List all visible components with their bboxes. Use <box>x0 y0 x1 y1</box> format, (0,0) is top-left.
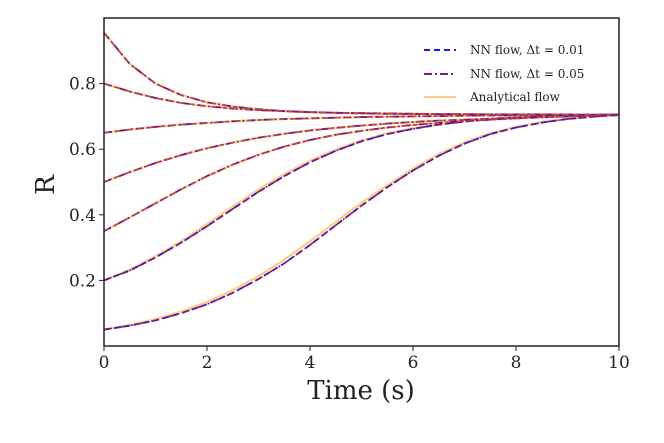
series-line-analytical <box>103 113 620 331</box>
series-line-nn-0-05 <box>103 114 620 331</box>
ticks-layer: 0 2 4 6 8 10 0.2 0.4 0.6 0.8 <box>69 75 630 373</box>
y-axis-title: R <box>31 174 61 195</box>
legend-label-analytical: Analytical flow <box>469 90 561 104</box>
series-line-nn-overlay <box>103 114 620 232</box>
series-line-nn-0-05 <box>103 113 619 134</box>
y-tick-label: 0.2 <box>69 271 96 291</box>
x-tick-label: 0 <box>99 353 110 373</box>
series-line-analytical <box>103 113 620 233</box>
series-layer <box>103 32 620 331</box>
y-tick-label: 0.8 <box>69 75 96 95</box>
series-line-nn-0-01 <box>103 114 620 331</box>
x-tick-label: 8 <box>511 353 522 373</box>
x-tick-label: 10 <box>608 353 630 373</box>
series-line-nn-0-05 <box>103 114 620 183</box>
legend-label-nn-0-01: NN flow, Δt = 0.01 <box>470 43 584 57</box>
series-line-nn-overlay <box>103 32 619 116</box>
legend-label-nn-0-05: NN flow, Δt = 0.05 <box>470 67 584 81</box>
series-line-analytical <box>103 113 620 282</box>
y-tick-label: 0.6 <box>69 140 96 160</box>
series-line-nn-overlay <box>103 114 620 183</box>
x-tick-label: 6 <box>408 353 419 373</box>
series-line-nn-0-05 <box>103 114 620 232</box>
x-tick-label: 2 <box>202 353 213 373</box>
x-tick-label: 4 <box>305 353 316 373</box>
legend: NN flow, Δt = 0.01 NN flow, Δt = 0.05 An… <box>424 43 584 104</box>
plot-frame <box>103 17 620 347</box>
x-axis-title: Time (s) <box>307 376 415 406</box>
y-tick-label: 0.4 <box>69 206 96 226</box>
